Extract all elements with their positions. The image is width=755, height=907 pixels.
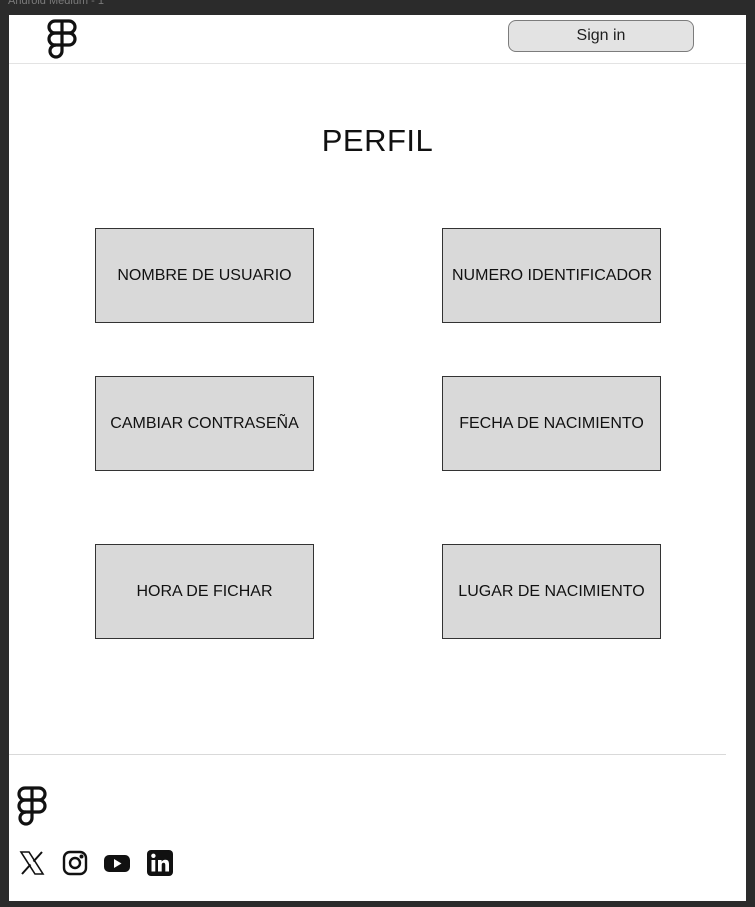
- header: Sign in: [9, 15, 746, 64]
- change-password-field[interactable]: CAMBIAR CONTRASEÑA: [95, 376, 314, 471]
- page-title: PERFIL: [321, 123, 434, 158]
- footer-divider: [9, 754, 726, 755]
- birth-place-field[interactable]: LUGAR DE NACIMIENTO: [442, 544, 661, 639]
- figma-logo-icon[interactable]: [47, 18, 77, 65]
- sign-in-button[interactable]: Sign in: [508, 20, 694, 52]
- id-number-field[interactable]: NUMERO IDENTIFICADOR: [442, 228, 661, 323]
- linkedin-icon[interactable]: [146, 849, 174, 877]
- youtube-icon[interactable]: [103, 849, 131, 877]
- instagram-icon[interactable]: [61, 849, 89, 877]
- x-icon[interactable]: [18, 849, 46, 877]
- profile-screen: Sign in PERFIL NOMBRE DE USUARIO NUMERO …: [9, 15, 746, 901]
- clock-in-time-field[interactable]: HORA DE FICHAR: [95, 544, 314, 639]
- birth-date-field[interactable]: FECHA DE NACIMIENTO: [442, 376, 661, 471]
- frame-label: Android Medium - 1: [8, 0, 104, 7]
- username-field[interactable]: NOMBRE DE USUARIO: [95, 228, 314, 323]
- figma-logo-icon[interactable]: [17, 785, 47, 832]
